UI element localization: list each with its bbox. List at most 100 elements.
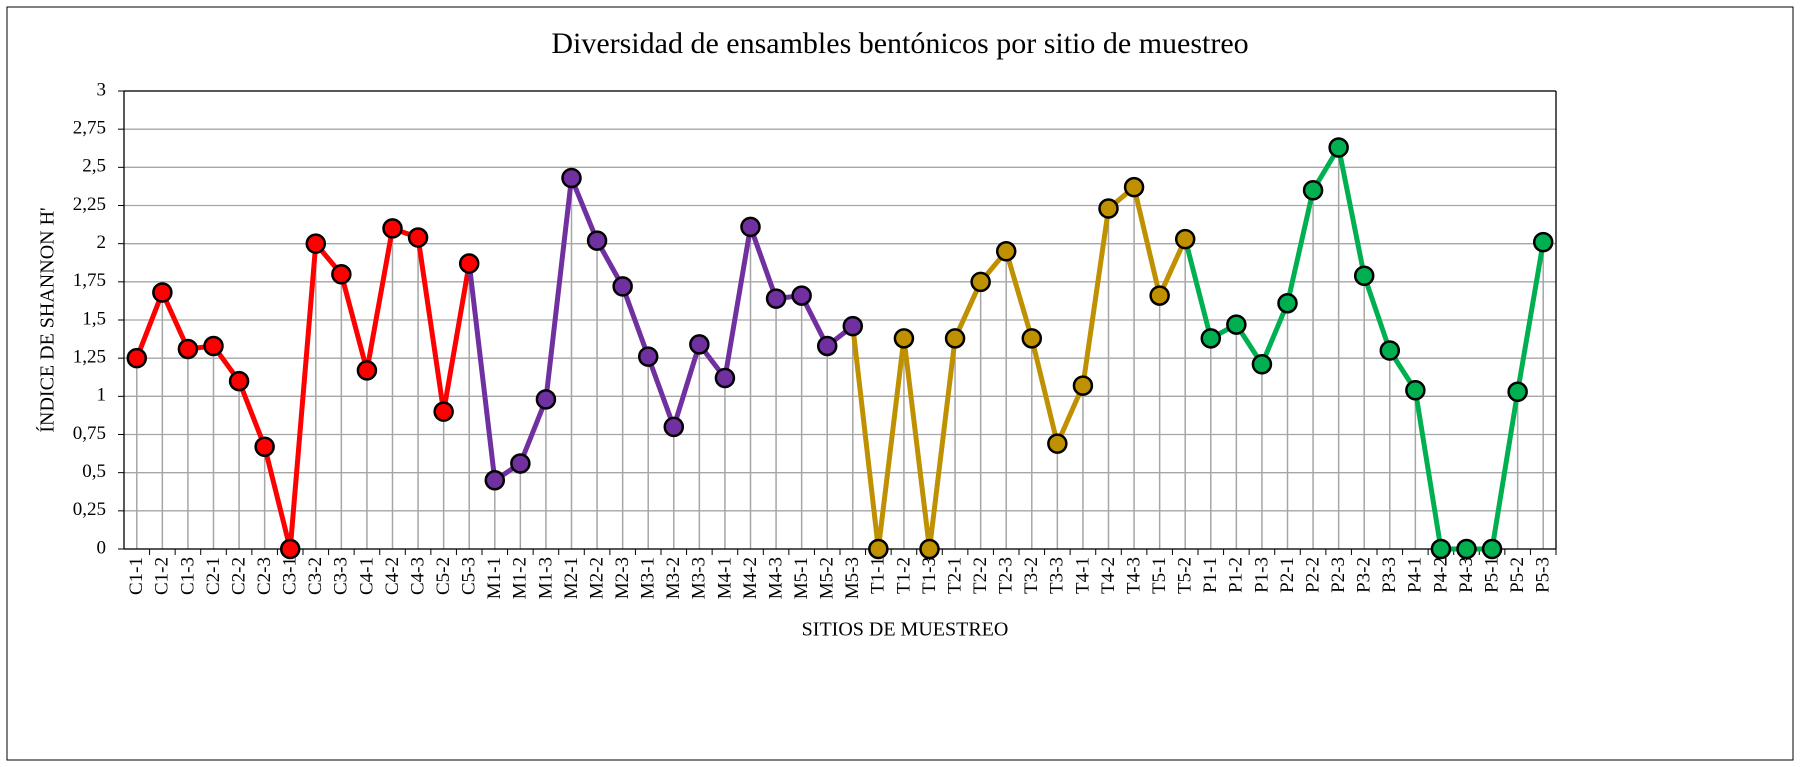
x-tick-label: T2-1 bbox=[944, 557, 965, 594]
x-tick-label: T4-2 bbox=[1098, 557, 1119, 594]
data-point bbox=[995, 241, 1017, 262]
x-tick-label: C4-2 bbox=[382, 557, 403, 595]
x-tick-label: C5-3 bbox=[459, 557, 480, 595]
x-tick-label: T3-3 bbox=[1047, 557, 1068, 594]
data-point bbox=[1200, 328, 1222, 349]
data-point bbox=[944, 328, 966, 349]
x-tick-label: T5-1 bbox=[1149, 557, 1170, 594]
x-tick-label: C2-2 bbox=[228, 557, 249, 595]
x-tick-label: M2-3 bbox=[612, 557, 633, 599]
x-tick-label: P4-3 bbox=[1456, 557, 1477, 593]
y-tick-label: 1,75 bbox=[73, 270, 106, 291]
data-point bbox=[586, 230, 608, 251]
x-tick-label: P2-3 bbox=[1328, 557, 1349, 593]
x-tick-label: P2-1 bbox=[1277, 557, 1298, 593]
x-tick-label: C3-1 bbox=[280, 557, 301, 595]
x-tick-label: T5-2 bbox=[1175, 557, 1196, 594]
x-tick-label: P2-2 bbox=[1302, 557, 1323, 593]
data-point bbox=[382, 218, 403, 239]
y-tick-label: 1,25 bbox=[73, 347, 106, 368]
x-tick-label: T1-3 bbox=[919, 557, 940, 594]
chart-title: Diversidad de ensambles bentónicos por s… bbox=[551, 27, 1248, 60]
x-tick-label: T3-2 bbox=[1021, 557, 1042, 594]
x-tick-label: P5-1 bbox=[1481, 557, 1502, 593]
data-point bbox=[1123, 176, 1145, 198]
x-tick-label: C2-3 bbox=[254, 557, 275, 595]
data-point bbox=[433, 401, 454, 422]
data-point bbox=[868, 538, 889, 560]
data-point bbox=[279, 538, 301, 560]
data-point bbox=[970, 271, 991, 293]
data-point bbox=[228, 370, 250, 392]
x-tick-label: T1-1 bbox=[868, 557, 889, 594]
data-point bbox=[1405, 379, 1426, 401]
y-axis-title: ÍNDICE DE SHANNON H' bbox=[36, 207, 59, 432]
data-point bbox=[714, 367, 736, 389]
data-point bbox=[612, 276, 633, 297]
x-tick-label: P3-3 bbox=[1379, 557, 1400, 593]
data-point bbox=[152, 282, 173, 303]
x-tick-label: C5-2 bbox=[433, 557, 454, 595]
x-tick-label: M3-2 bbox=[663, 557, 684, 599]
data-point bbox=[816, 335, 838, 357]
data-point bbox=[1353, 265, 1375, 286]
x-tick-label: C1-2 bbox=[152, 557, 173, 595]
x-tick-label: C4-3 bbox=[407, 557, 428, 595]
y-tick-label: 1 bbox=[97, 385, 107, 406]
x-tick-label: M3-1 bbox=[638, 557, 659, 599]
x-tick-label: M2-1 bbox=[561, 557, 582, 599]
x-tick-label: C1-1 bbox=[126, 557, 147, 595]
x-tick-label: C3-2 bbox=[305, 557, 326, 595]
data-point bbox=[1021, 328, 1043, 349]
x-tick-label: M5-3 bbox=[842, 557, 863, 599]
data-point bbox=[510, 453, 531, 474]
x-tick-label: M2-2 bbox=[586, 557, 607, 599]
y-tick-label: 2 bbox=[97, 232, 107, 253]
data-point bbox=[663, 416, 685, 438]
data-point bbox=[1226, 314, 1247, 335]
data-point bbox=[1302, 179, 1324, 201]
data-point bbox=[791, 285, 812, 306]
x-tick-label: P5-2 bbox=[1507, 557, 1528, 593]
data-point bbox=[1072, 375, 1094, 396]
data-point bbox=[203, 335, 224, 357]
x-axis-title: SITIOS DE MUESTREO bbox=[802, 619, 1009, 641]
data-point bbox=[1507, 381, 1528, 403]
x-tick-label: T4-1 bbox=[1072, 557, 1093, 594]
data-point bbox=[458, 253, 480, 274]
data-point bbox=[842, 315, 864, 337]
y-tick-label: 2,5 bbox=[82, 156, 106, 177]
x-tick-label: P1-2 bbox=[1226, 557, 1247, 593]
data-point bbox=[484, 470, 506, 491]
connector-line bbox=[850, 323, 881, 552]
x-tick-label: P5-3 bbox=[1533, 557, 1554, 593]
x-tick-label: T2-2 bbox=[970, 557, 991, 594]
data-point bbox=[1430, 538, 1452, 560]
data-point bbox=[331, 263, 352, 285]
x-tick-label: M4-1 bbox=[714, 557, 735, 599]
x-tick-label: M1-2 bbox=[510, 557, 531, 599]
x-tick-label: C4-1 bbox=[356, 557, 377, 595]
y-tick-label: 1,5 bbox=[82, 308, 106, 329]
data-point bbox=[254, 436, 275, 457]
x-tick-label: T2-3 bbox=[996, 557, 1017, 594]
data-point bbox=[356, 360, 378, 381]
data-point bbox=[1251, 354, 1273, 375]
data-point bbox=[740, 216, 761, 238]
data-point bbox=[126, 347, 148, 369]
y-tick-label: 2,75 bbox=[73, 118, 106, 139]
data-point bbox=[919, 538, 940, 560]
x-tick-label: M1-3 bbox=[535, 557, 556, 599]
data-point bbox=[407, 227, 429, 248]
y-tick-label: 0,75 bbox=[73, 423, 106, 444]
x-tick-label: P4-1 bbox=[1405, 557, 1426, 593]
data-point bbox=[893, 328, 915, 349]
x-tick-label: M5-2 bbox=[817, 557, 838, 599]
data-point bbox=[765, 288, 787, 309]
data-point bbox=[561, 167, 582, 189]
x-tick-label: M4-3 bbox=[765, 557, 786, 599]
data-point bbox=[305, 233, 327, 254]
connector-line bbox=[1182, 236, 1214, 341]
data-point bbox=[1328, 137, 1349, 158]
